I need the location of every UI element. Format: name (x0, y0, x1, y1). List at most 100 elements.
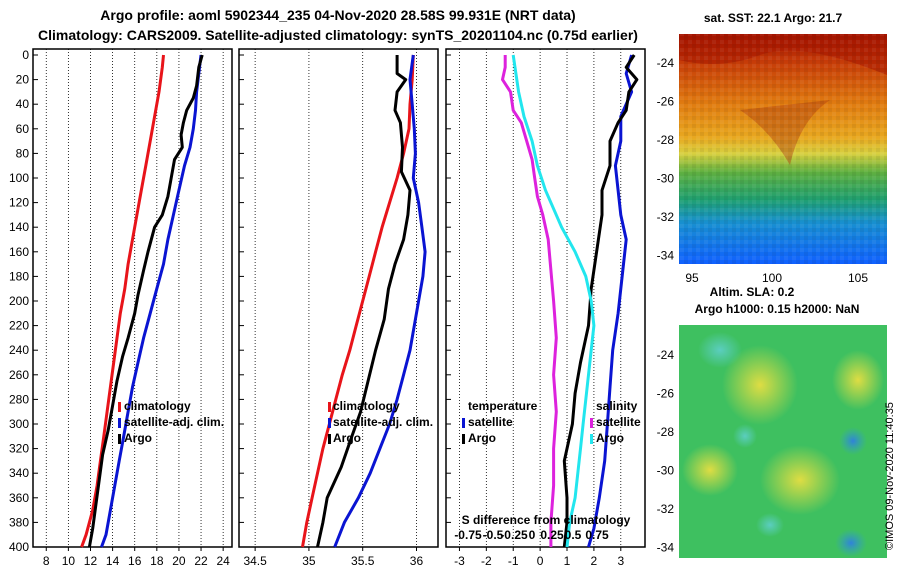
depth-tick-label: 40 (16, 97, 30, 111)
series-line-satellite-adj-clim- (100, 54, 203, 548)
legend-label-t-satellite: satellite (468, 415, 513, 429)
sst-lat-tick-label: -30 (657, 172, 675, 186)
salinity-panel: 34.5 35 35.5 36 (239, 49, 427, 568)
legend-label-argo: Argo (333, 431, 361, 445)
sla-lat-tick-label: -34 (657, 541, 675, 555)
legend-heading-salinity: salinity (596, 399, 638, 413)
difference-x-tick-label: -3 (454, 554, 465, 568)
depth-tick-label: 180 (9, 269, 29, 283)
salinity-x-tick-label: 35 (302, 554, 316, 568)
legend-swatch-climatology (118, 402, 121, 412)
series-line-t-argo (562, 54, 639, 548)
sst-lon-tick-label: 95 (685, 271, 699, 285)
difference-panel: -3 -2 -1 0 1 2 3 (446, 49, 639, 568)
temperature-panel-frame (32, 48, 233, 548)
legend-label-t-argo: Argo (468, 431, 496, 445)
sla-map-title: Altim. SLA: 0.2 (710, 285, 795, 299)
salinity-x-tick-label: 36 (410, 554, 424, 568)
depth-axis: 0 20 40 60 80 100 120 140 160 180 200 220 240 260 280 3… (9, 48, 29, 554)
depth-tick-label: 220 (9, 319, 29, 333)
depth-tick-label: 400 (9, 540, 29, 554)
temperature-legend: climatology satellite-adj. clim. Argo (118, 399, 224, 445)
difference-x-tick-label: -1 (508, 554, 519, 568)
depth-tick-label: 20 (16, 73, 30, 87)
difference-panel-frame (445, 48, 646, 548)
legend-label-climatology: climatology (124, 399, 191, 413)
temperature-x-tick-label: 12 (84, 554, 98, 568)
s-difference-tick-label: 0 (529, 528, 536, 542)
depth-tick-label: 80 (16, 146, 30, 160)
difference-x-tick-label: -2 (481, 554, 492, 568)
sla-lat-tick-label: -26 (657, 387, 675, 401)
sst-map-title: sat. SST: 22.1 Argo: 21.7 (704, 11, 843, 25)
legend-swatch-satellite (118, 418, 121, 428)
sst-lat-tick-label: -26 (657, 95, 675, 109)
series-line-climatology (301, 54, 415, 548)
difference-x-tick-label: 3 (617, 554, 624, 568)
legend-heading-temperature: temperature (468, 399, 538, 413)
s-difference-axis-label: S difference from climatology (462, 513, 631, 527)
s-difference-tick-label: -0.25 (500, 528, 528, 542)
salinity-legend: climatology satellite-adj. clim. Argo (328, 399, 433, 445)
depth-tick-label: 260 (9, 368, 29, 382)
sla-lat-tick-label: -28 (657, 425, 675, 439)
sla-low-patch (835, 529, 867, 557)
legend-swatch-t-argo (462, 434, 465, 444)
sla-map (679, 325, 887, 558)
difference-x-tick-label: 0 (537, 554, 544, 568)
sst-lat-tick-label: -34 (657, 249, 675, 263)
s-difference-tick-label: 0.75 (585, 528, 609, 542)
temperature-x-tick-label: 20 (172, 554, 186, 568)
difference-x-tick-label: 1 (564, 554, 571, 568)
sla-low-patch (733, 424, 757, 448)
legend-label-climatology: climatology (333, 399, 400, 413)
sla-high-patch (682, 444, 738, 496)
series-line-t-satellite (587, 54, 634, 548)
s-difference-tick-label: -0.5 (483, 528, 504, 542)
sla-lat-tick-label: -24 (657, 348, 675, 362)
temperature-x-tick-label: 24 (216, 554, 230, 568)
legend-label-s-satellite: satellite (596, 415, 641, 429)
s-difference-tick-label: 0.5 (565, 528, 582, 542)
legend-label-s-argo: Argo (596, 431, 624, 445)
sst-lon-tick-label: 100 (762, 271, 782, 285)
sla-low-patch (839, 427, 867, 455)
series-line-s-argo (511, 54, 596, 548)
temperature-x-tick-label: 10 (62, 554, 76, 568)
temperature-panel: 8 10 12 14 16 18 20 22 24 (33, 49, 230, 568)
depth-tick-label: 200 (9, 294, 29, 308)
depth-tick-label: 320 (9, 442, 29, 456)
sla-high-patch (760, 445, 840, 515)
depth-tick-label: 100 (9, 171, 29, 185)
sla-high-patch (832, 350, 884, 410)
legend-label-argo: Argo (124, 431, 152, 445)
depth-tick-label: 120 (9, 196, 29, 210)
sst-lon-axis: 95 100 105 (685, 271, 868, 285)
figure-title-line-1: Argo profile: aoml 5902344_235 04-Nov-20… (100, 7, 575, 23)
series-line-s-satellite (501, 55, 558, 547)
sst-map (679, 34, 887, 264)
sla-map-subtitle: Argo h1000: 0.15 h2000: NaN (695, 302, 860, 316)
series-line-satellite-adj-clim- (333, 54, 427, 548)
temperature-x-tick-label: 16 (128, 554, 142, 568)
legend-swatch-argo (118, 434, 121, 444)
copyright-label: ©IMOS 09-Nov-2020 11:40:35 (884, 402, 896, 550)
depth-tick-label: 160 (9, 245, 29, 259)
salinity-x-tick-label: 34.5 (243, 554, 267, 568)
difference-x-tick-label: 2 (591, 554, 598, 568)
series-line-argo (87, 54, 204, 548)
sst-lat-tick-label: -24 (657, 56, 675, 70)
legend-swatch-satellite (328, 418, 331, 428)
s-difference-tick-label: -0.75 (454, 528, 482, 542)
sst-map-texture (679, 34, 887, 264)
sla-low-patch (756, 513, 784, 537)
salinity-x-tick-label: 35.5 (351, 554, 375, 568)
sst-lat-tick-label: -28 (657, 133, 675, 147)
legend-swatch-s-argo (590, 434, 593, 444)
legend-swatch-s-satellite (590, 418, 593, 428)
s-difference-ticks: -0.75 -0.5-0.25 0 0.25 0.5 0.75 (454, 528, 609, 542)
depth-tick-label: 380 (9, 515, 29, 529)
depth-tick-label: 300 (9, 417, 29, 431)
salinity-panel-frame (238, 48, 439, 548)
